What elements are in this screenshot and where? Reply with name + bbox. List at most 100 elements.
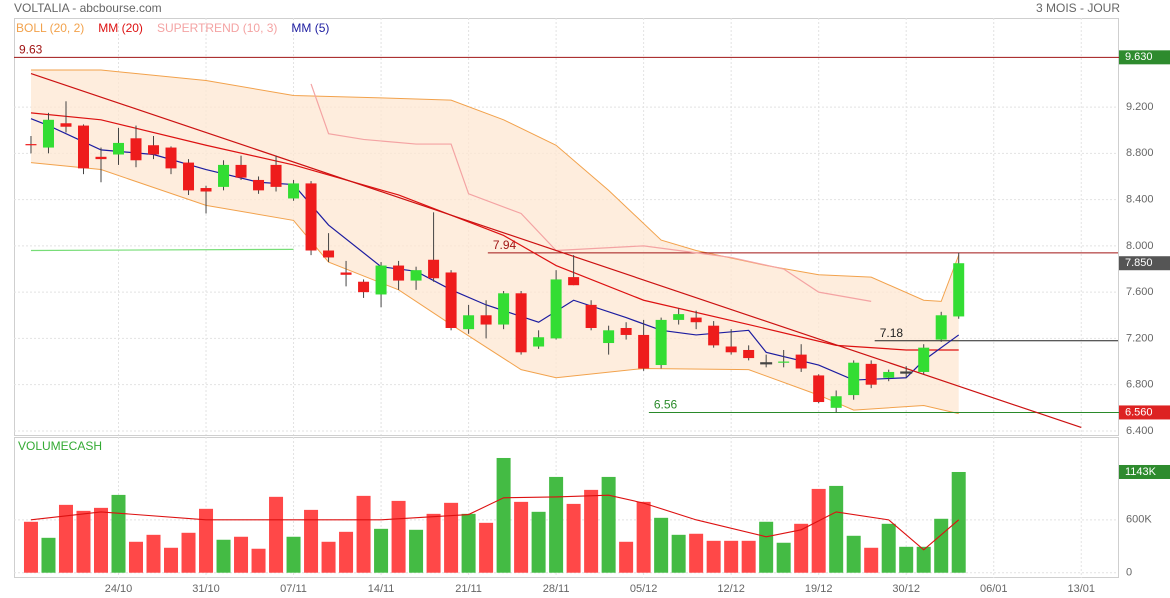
volume-bar [829,485,844,573]
volume-bar [899,546,914,573]
candle-body [568,277,580,286]
candle-body [673,314,685,320]
candle-body [690,317,702,323]
candle-body [340,272,352,275]
candle-body [900,371,913,374]
volume-panel [14,437,1119,578]
candle-body [77,125,89,169]
indicator-line [310,83,872,302]
candle-body [218,164,230,187]
x-tick-label: 30/12 [892,583,920,595]
volume-bar [181,532,196,573]
price-panel [14,18,1119,436]
candle-body [463,315,475,330]
x-tick-label: 24/10 [105,583,133,595]
candle-body [918,347,930,372]
legend-entry: MM (20) [98,21,143,35]
volume-bar [531,511,546,573]
volume-bar [706,540,721,573]
candle-body [655,319,667,366]
volume-bar [636,501,651,573]
candle-body [708,325,720,346]
candle-body [358,281,370,293]
candle-body [113,142,125,155]
candle-body [25,144,37,146]
volume-bar [23,521,38,573]
volume-bar [304,509,319,573]
candle-body [42,119,54,148]
bollinger-upper [30,69,960,302]
volume-bar [514,501,529,573]
volume-bar [93,507,108,573]
candle-body [130,138,142,161]
candle-body [743,349,755,359]
volume-title: VOLUMECASH [18,439,102,453]
volume-bar [724,540,739,573]
volume-bar [41,537,56,573]
legend-entry: MM (5) [291,21,329,35]
y-tick-label: 6.400 [1126,425,1154,437]
level-label: 6.56 [654,398,678,412]
candle-body [95,156,107,160]
candle-body [253,179,265,191]
volume-bar [216,539,231,573]
candle-body [375,265,387,295]
volume-bar [881,523,896,573]
x-tick-label: 14/11 [368,583,395,595]
volume-bar [164,547,179,573]
volume-bar [269,496,284,573]
volume-bar [794,523,809,573]
last-volume-label: 1143K [1125,466,1157,478]
x-tick-label: 06/01 [980,583,1008,595]
candle-body [410,270,422,281]
legend-entry: SUPERTREND (10, 3) [157,21,277,35]
volume-bar [566,503,581,573]
candle-body [480,315,492,325]
x-tick-label: 31/10 [192,583,220,595]
volume-bar [111,494,126,573]
y-tick-label: 9.200 [1126,101,1154,113]
y-tick-label: 6.800 [1126,379,1154,391]
volume-bar [934,518,949,573]
candle-body [795,354,807,369]
volume-bar [496,457,511,573]
volume-bar [129,541,144,573]
candle-body [830,396,842,408]
candle-body [848,362,860,396]
candle-body [533,337,545,347]
volume-bar [916,546,931,573]
candle-body [60,123,72,127]
candle-body [953,263,965,317]
y-tick-label: 7.200 [1126,332,1154,344]
volume-bar [286,536,301,573]
level-label: 7.18 [880,326,904,340]
candle-body [183,162,195,191]
y-tick-label: 8.000 [1126,240,1154,252]
volume-bar [356,495,371,573]
indicator-line [30,112,959,351]
candle-body [498,293,510,325]
y-tick-label: 8.400 [1126,194,1154,206]
legend-entry: BOLL (20, 2) [16,21,84,35]
candle-body [235,164,247,178]
volume-bar [549,476,564,573]
x-tick-label: 13/01 [1067,583,1095,595]
volume-bar [146,534,161,573]
candle-body [585,304,597,329]
volume-bar [58,504,73,573]
y-tick-label: 8.800 [1126,147,1154,159]
candle-body [638,334,650,369]
level-label: 7.94 [493,238,517,252]
y-tick-label: 7.600 [1126,286,1154,298]
last-price-box [1119,256,1170,271]
candle-body [305,183,317,251]
candle-body [620,328,632,335]
volume-average [30,494,960,551]
volume-bar [444,502,459,573]
chart-subtitle: 3 MOIS - JOUR [1036,1,1120,15]
x-tick-label: 12/12 [717,583,745,595]
candle-body [603,330,615,344]
level-label: 9.63 [19,43,43,57]
trend-line [30,248,294,252]
